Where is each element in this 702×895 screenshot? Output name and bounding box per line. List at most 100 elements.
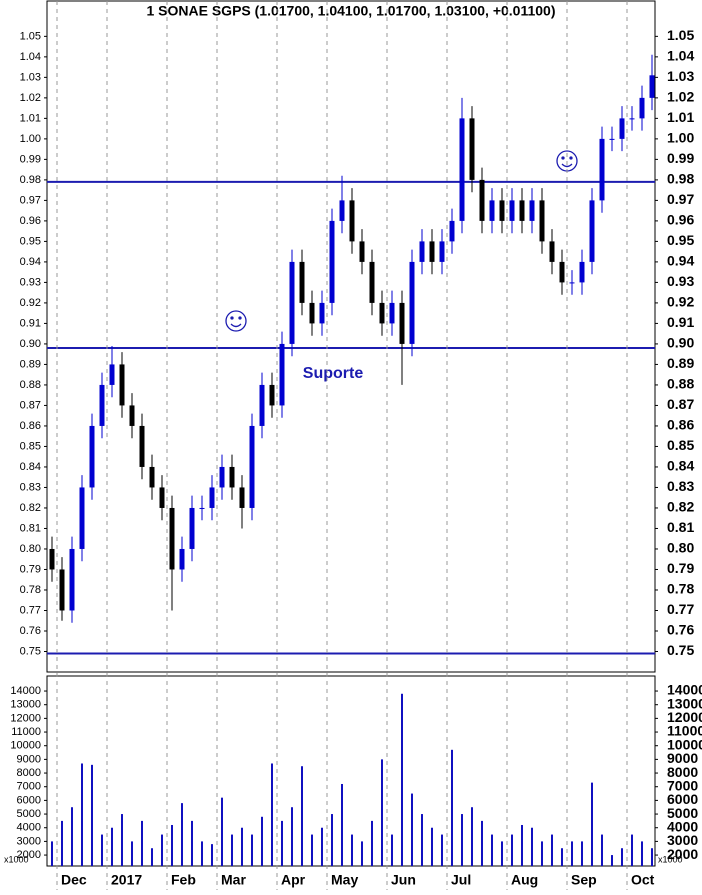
candle-body (139, 425, 145, 467)
y-tick-label: 6000 (667, 791, 698, 807)
candle-body (369, 261, 375, 303)
candle-body (449, 220, 455, 242)
y-tick-label: 0.81 (20, 522, 41, 534)
volume-bar (571, 841, 573, 866)
candle-body (429, 241, 435, 262)
y-tick-label: 0.83 (20, 481, 41, 493)
volume-bar (531, 827, 533, 866)
y-tick-label: 4000 (17, 822, 41, 834)
candle-body (69, 548, 75, 611)
candle-body (599, 138, 605, 201)
candle-body (269, 384, 275, 406)
volume-bar (591, 782, 593, 866)
y-tick-label: 0.99 (20, 153, 41, 165)
volume-bar (651, 848, 653, 866)
y-tick-label: 1.00 (667, 130, 694, 146)
volume-bar (431, 827, 433, 866)
volume-bar (511, 834, 513, 866)
y-tick-label: 0.85 (20, 440, 41, 452)
y-tick-label: 0.89 (20, 358, 41, 370)
candle-body (109, 364, 115, 385)
volume-bar (501, 841, 503, 866)
y-tick-label: 2000 (17, 849, 41, 861)
volume-bar (271, 763, 273, 866)
x-tick-label: Sep (571, 872, 597, 888)
volume-bar (491, 834, 493, 866)
candle-body (409, 261, 415, 344)
y-tick-label: 0.88 (667, 376, 694, 392)
candle-body (339, 200, 345, 221)
volume-bar (411, 793, 413, 866)
y-tick-label: 0.91 (667, 314, 694, 330)
y-tick-label: 1.01 (667, 109, 694, 125)
y-tick-label: 0.95 (667, 232, 694, 248)
candle-body (49, 548, 55, 570)
candle-body (129, 405, 135, 426)
volume-bar (331, 814, 333, 866)
candle-body (649, 75, 655, 98)
volume-bar (551, 834, 553, 866)
candle-body (189, 507, 195, 549)
volume-bar (101, 834, 103, 866)
volume-bar (221, 797, 223, 866)
volume-bar (601, 834, 603, 866)
volume-bar (181, 803, 183, 866)
y-tick-label: 0.90 (667, 335, 694, 351)
x-tick-label: Dec (61, 872, 87, 888)
y-tick-label: 1.04 (667, 48, 694, 64)
y-tick-label: 7000 (17, 781, 41, 793)
candle-body (419, 241, 425, 262)
volume-bar (561, 848, 563, 866)
candle-body (499, 200, 505, 221)
candle-body (169, 507, 175, 570)
smiley (225, 310, 247, 332)
candle-body (229, 466, 235, 488)
candle-body (319, 302, 325, 324)
candle-body (589, 200, 595, 262)
candle-body (119, 364, 125, 406)
candle-body (379, 302, 385, 324)
y-tick-label: 0.82 (667, 499, 694, 515)
y-tick-label: 0.83 (667, 478, 694, 494)
y-tick-label: 1.01 (20, 112, 41, 124)
volume-bar (251, 834, 253, 866)
y-tick-label: 0.98 (667, 171, 694, 187)
volume-bar (371, 820, 373, 866)
y-tick-label: 0.93 (20, 276, 41, 288)
volume-bar (301, 766, 303, 866)
candle-body (479, 179, 485, 221)
annotation: Suporte (303, 365, 364, 382)
candle-body (79, 487, 85, 549)
y-tick-label: 1.00 (20, 133, 41, 145)
y-tick-label: 0.98 (20, 174, 41, 186)
y-tick-label: 0.76 (20, 625, 41, 637)
x-tick-label: Jun (391, 872, 416, 888)
volume-bar (71, 807, 73, 866)
candle-body (609, 138, 615, 140)
volume-bar (51, 841, 53, 866)
volume-bar (231, 834, 233, 866)
x-tick-label: Oct (631, 872, 655, 888)
volume-bar (451, 749, 453, 866)
y-tick-label: 8000 (667, 764, 698, 780)
volume-bar (201, 841, 203, 866)
y-tick-label: 14000 (10, 685, 41, 697)
y-tick-label: 10000 (10, 740, 41, 752)
y-tick-label: 0.84 (667, 458, 694, 474)
y-tick-label: 0.77 (20, 604, 41, 616)
y-tick-label: 0.94 (667, 253, 694, 269)
candle-body (509, 200, 515, 221)
candle-body (249, 425, 255, 508)
candle-body (329, 220, 335, 303)
y-tick-label: 0.79 (20, 563, 41, 575)
y-tick-label: 0.78 (667, 581, 694, 597)
candle-body (399, 302, 405, 344)
y-tick-label: 0.99 (667, 150, 694, 166)
candle-body (459, 118, 465, 221)
y-tick-label: 5000 (667, 805, 698, 821)
candle-body (179, 548, 185, 570)
y-tick-label: 0.92 (20, 297, 41, 309)
volume-bar (541, 841, 543, 866)
y-tick-label: 0.93 (667, 273, 694, 289)
y-tick-label: 0.81 (667, 519, 694, 535)
